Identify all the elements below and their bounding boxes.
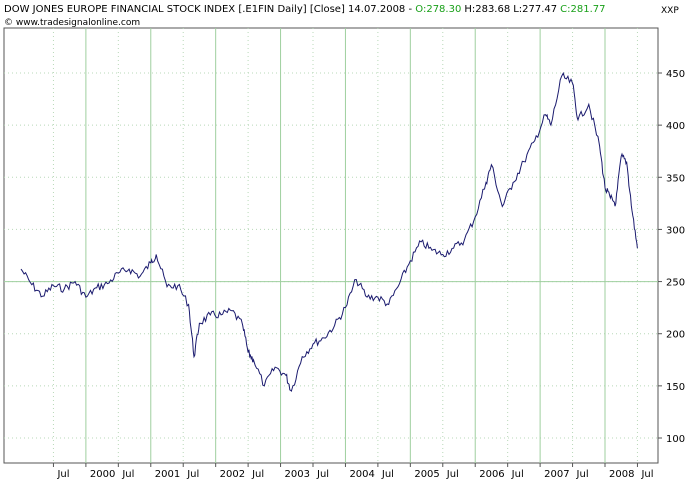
series-line [20,71,638,393]
x-tick-label: Jul [251,469,264,480]
y-tick-label: 150 [666,382,685,393]
copyright-text: © www.tradesignalonline.com [4,18,140,28]
x-tick-label: Jul [121,469,134,480]
chart-header: DOW JONES EUROPE FINANCIAL STOCK INDEX [… [4,4,679,28]
x-tick-label: 2008 [609,469,634,480]
y-tick-label: 250 [666,278,685,289]
x-tick-label: Jul [576,469,589,480]
currency-label: XXP [661,6,679,16]
x-tick-label: Jul [511,469,524,480]
y-tick-label: 300 [666,225,685,236]
header-text: DOW JONES EUROPE FINANCIAL STOCK INDEX [… [4,4,606,15]
x-tick-label: Jul [186,469,199,480]
x-tick-label: Jul [640,469,653,480]
grid-lines [3,27,659,464]
header-open: O:278.30 [415,4,461,15]
header-high: H:283.68 [464,4,510,15]
y-tick-label: 100 [666,434,685,445]
x-tick-label: 2003 [285,469,310,480]
y-tick-label: 350 [666,173,685,184]
x-tick-label: Jul [381,469,394,480]
y-axis: 100 150 200 250 300 350 400 450 [658,69,685,445]
y-tick-label: 400 [666,121,685,132]
x-tick-label: 2002 [220,469,245,480]
x-tick-label: 2006 [479,469,504,480]
x-tick-label: 2001 [155,469,180,480]
x-tick-label: 2007 [544,469,569,480]
y-tick-label: 450 [666,69,685,80]
x-tick-label: 2004 [349,469,374,480]
header-title: DOW JONES EUROPE FINANCIAL STOCK INDEX [… [4,4,415,15]
x-tick-label: Jul [446,469,459,480]
x-tick-label: Jul [56,469,69,480]
plot-border [3,27,659,464]
x-axis: Jul 2000 Jul 2001 Jul 2002 Jul 2003 Jul 2004 Jul 20… [52,463,654,480]
header-low: L:277.47 [513,4,557,15]
x-tick-label: 2000 [90,469,115,480]
y-tick-label: 200 [666,330,685,341]
x-tick-label: Jul [316,469,329,480]
x-tick-label: 2005 [414,469,439,480]
header-close: C:281.77 [560,4,605,15]
